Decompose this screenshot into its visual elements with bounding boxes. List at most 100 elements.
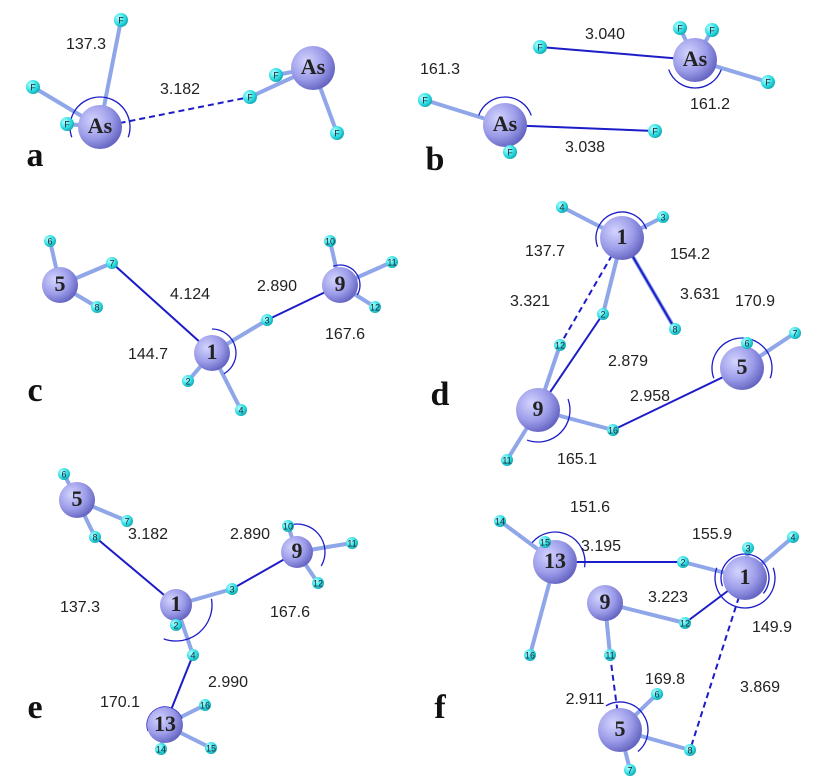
atom-label: 12 <box>680 618 690 628</box>
atom-label: 7 <box>124 516 129 526</box>
atom-label: 11 <box>387 257 396 267</box>
distance-label: 3.321 <box>510 293 550 310</box>
atom-label: 7 <box>792 328 797 338</box>
atom-label: 8 <box>92 532 97 542</box>
atom-label: 8 <box>672 324 677 334</box>
atom-label: 10 <box>283 521 293 531</box>
atom-label: 2 <box>680 557 685 567</box>
atom-label: 8 <box>687 745 692 755</box>
atom-label: 14 <box>156 744 166 754</box>
angle-label: 155.9 <box>692 526 732 543</box>
panel-letter: a <box>27 137 44 174</box>
atom-label: 5 <box>72 486 83 511</box>
atom-label: 12 <box>313 578 323 588</box>
distance-label: 3.038 <box>565 139 605 156</box>
distance-label: 4.124 <box>170 286 210 303</box>
atom-label: F <box>652 126 658 136</box>
panel-letter: d <box>431 376 450 413</box>
atom-label: 9 <box>600 589 611 614</box>
distance-label: 2.890 <box>230 526 270 543</box>
atom-label: 13 <box>154 711 176 736</box>
distance-label: 3.195 <box>581 538 621 555</box>
atom-label: As <box>301 54 326 79</box>
angle-label: 154.2 <box>670 246 710 263</box>
angle-label: 170.9 <box>735 293 775 310</box>
panel-letter: f <box>434 689 446 726</box>
atom-label: 6 <box>744 338 749 348</box>
atom-label: 2 <box>600 309 605 319</box>
atom-label: 13 <box>544 548 566 573</box>
atom-label: F <box>422 95 428 105</box>
atom-label: 4 <box>190 650 195 660</box>
atom-label: 1 <box>207 339 218 364</box>
angle-label: 137.7 <box>525 243 565 260</box>
atom-label: 11 <box>347 538 356 548</box>
angle-label: 169.8 <box>645 671 685 688</box>
angle-label: 137.3 <box>66 36 106 53</box>
angle-label: 170.1 <box>100 694 140 711</box>
figure: AsFFFAsFFF3.182137.3aAsFFFFAsFFF3.0403.0… <box>0 0 817 780</box>
atom-label: F <box>64 119 70 129</box>
atom-label: 2 <box>173 620 178 630</box>
atom-label: 5 <box>55 271 66 296</box>
atom-label: 7 <box>627 765 632 775</box>
panel-letter: e <box>27 689 42 726</box>
atom-label: 3 <box>229 584 234 594</box>
atom-label: 16 <box>200 700 210 710</box>
contact-line <box>505 125 655 131</box>
atom-label: As <box>683 46 708 71</box>
atom-label: 15 <box>206 743 216 753</box>
angle-label: 165.1 <box>557 451 597 468</box>
atom-label: As <box>493 111 518 136</box>
contact-line <box>100 97 250 127</box>
atom-label: 3 <box>660 212 665 222</box>
contact-line <box>540 47 695 60</box>
angle-label: 161.3 <box>420 61 460 78</box>
atom-label: F <box>709 25 715 35</box>
atom-label: 8 <box>94 302 99 312</box>
atom-label: F <box>677 23 683 33</box>
distance-label: 2.879 <box>608 353 648 370</box>
atom-label: F <box>334 128 340 138</box>
atom-label: 6 <box>47 236 52 246</box>
atom-label: 9 <box>533 396 544 421</box>
atom-label: 3 <box>264 315 269 325</box>
atom-label: F <box>507 147 513 157</box>
atom-label: 5 <box>615 716 626 741</box>
atom-label: 5 <box>737 354 748 379</box>
distance-label: 3.869 <box>740 679 780 696</box>
atom-label: 9 <box>335 271 346 296</box>
distance-label: 2.911 <box>566 691 605 708</box>
angle-label: 144.7 <box>128 346 168 363</box>
atom-label: 15 <box>540 537 550 547</box>
distance-label: 2.990 <box>208 674 248 691</box>
distance-label: 3.223 <box>648 589 688 606</box>
atom-label: 1 <box>740 564 751 589</box>
angle-label: 161.2 <box>690 96 730 113</box>
distance-label: 3.040 <box>585 26 625 43</box>
atom-label: As <box>88 113 113 138</box>
atom-label: 6 <box>654 689 659 699</box>
atom-label: 6 <box>61 469 66 479</box>
atom-label: F <box>273 70 279 80</box>
atom-label: F <box>30 82 36 92</box>
atom-label: 1 <box>171 591 182 616</box>
atom-label: F <box>247 92 253 102</box>
atom-label: 1 <box>617 224 628 249</box>
angle-label: 167.6 <box>325 326 365 343</box>
distance-label: 2.958 <box>630 388 670 405</box>
angle-label: 167.6 <box>270 604 310 621</box>
contact-line <box>690 578 745 750</box>
atom-label: 10 <box>325 236 335 246</box>
distance-label: 2.890 <box>257 278 297 295</box>
atom-label: F <box>537 42 543 52</box>
atom-label: F <box>765 77 771 87</box>
atom-label: 16 <box>525 650 535 660</box>
atom-label: 12 <box>555 340 565 350</box>
atom-label: 11 <box>502 455 511 465</box>
contact-line <box>112 263 212 353</box>
panel-letter: c <box>27 372 42 409</box>
atom-label: 4 <box>790 532 795 542</box>
angle-label: 149.9 <box>752 619 792 636</box>
atom-label: 11 <box>605 650 614 660</box>
